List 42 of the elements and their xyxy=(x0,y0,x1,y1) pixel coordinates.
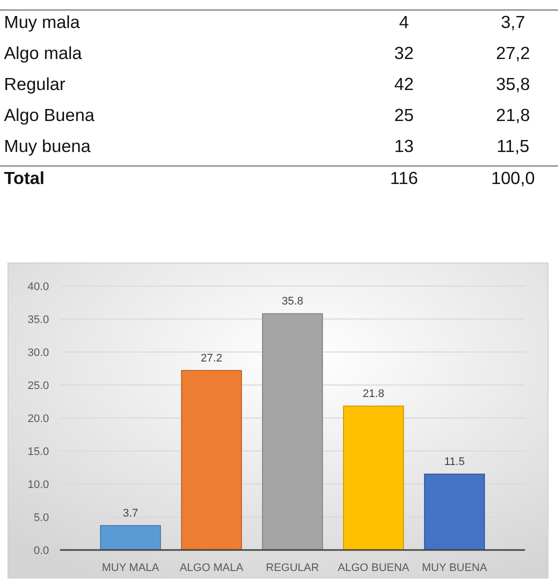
y-tick-label: 0.0 xyxy=(34,544,49,557)
data-label: 11,5 xyxy=(496,136,530,156)
bar xyxy=(424,474,485,550)
category-label: Algo mala xyxy=(4,43,82,64)
y-tick-label: 40.0 xyxy=(28,280,49,293)
bar xyxy=(262,313,323,550)
category-label: Muy buena xyxy=(4,136,91,156)
data-label: 27.2 xyxy=(200,352,222,364)
data-label: 4 xyxy=(399,12,410,32)
data-label: 11.5 xyxy=(444,456,465,468)
category-label: Regular xyxy=(4,74,66,94)
data-label: 3,7 xyxy=(500,12,526,32)
bar xyxy=(181,370,242,550)
y-tick-label: 20.0 xyxy=(28,412,49,425)
y-tick-label: 10.0 xyxy=(28,478,49,491)
data-label: 32 xyxy=(394,43,414,64)
bar xyxy=(343,406,404,550)
data-label: 3.7 xyxy=(122,508,138,520)
category-label: Muy mala xyxy=(4,12,80,32)
data-label: 21,8 xyxy=(496,105,530,126)
data-label: 21.8 xyxy=(362,388,384,400)
data-label: 35,8 xyxy=(496,74,530,94)
category-label: Algo Buena xyxy=(4,105,95,126)
data-label: 100,0 xyxy=(491,168,536,188)
x-tick-label: MUY BUENA xyxy=(422,562,488,574)
y-tick-label: 15.0 xyxy=(28,446,49,458)
y-tick-label: 35.0 xyxy=(28,314,49,326)
x-tick-label: ALGO MALA xyxy=(180,562,244,574)
y-tick-label: 30.0 xyxy=(28,346,49,359)
category-label: Total xyxy=(4,168,45,188)
data-label: 35.8 xyxy=(282,296,304,308)
data-label: 25 xyxy=(394,105,414,126)
data-label: 13 xyxy=(394,136,414,156)
data-label: 27,2 xyxy=(496,43,530,64)
x-tick-label: MUY MALA xyxy=(102,562,160,574)
bar xyxy=(100,525,161,550)
x-tick-label: ALGO BUENA xyxy=(338,562,410,574)
y-tick-label: 5.0 xyxy=(34,512,49,524)
data-label: 42 xyxy=(394,74,414,94)
y-tick-label: 25.0 xyxy=(28,380,49,392)
x-tick-label: REGULAR xyxy=(266,562,320,574)
data-label: 116 xyxy=(390,168,418,188)
